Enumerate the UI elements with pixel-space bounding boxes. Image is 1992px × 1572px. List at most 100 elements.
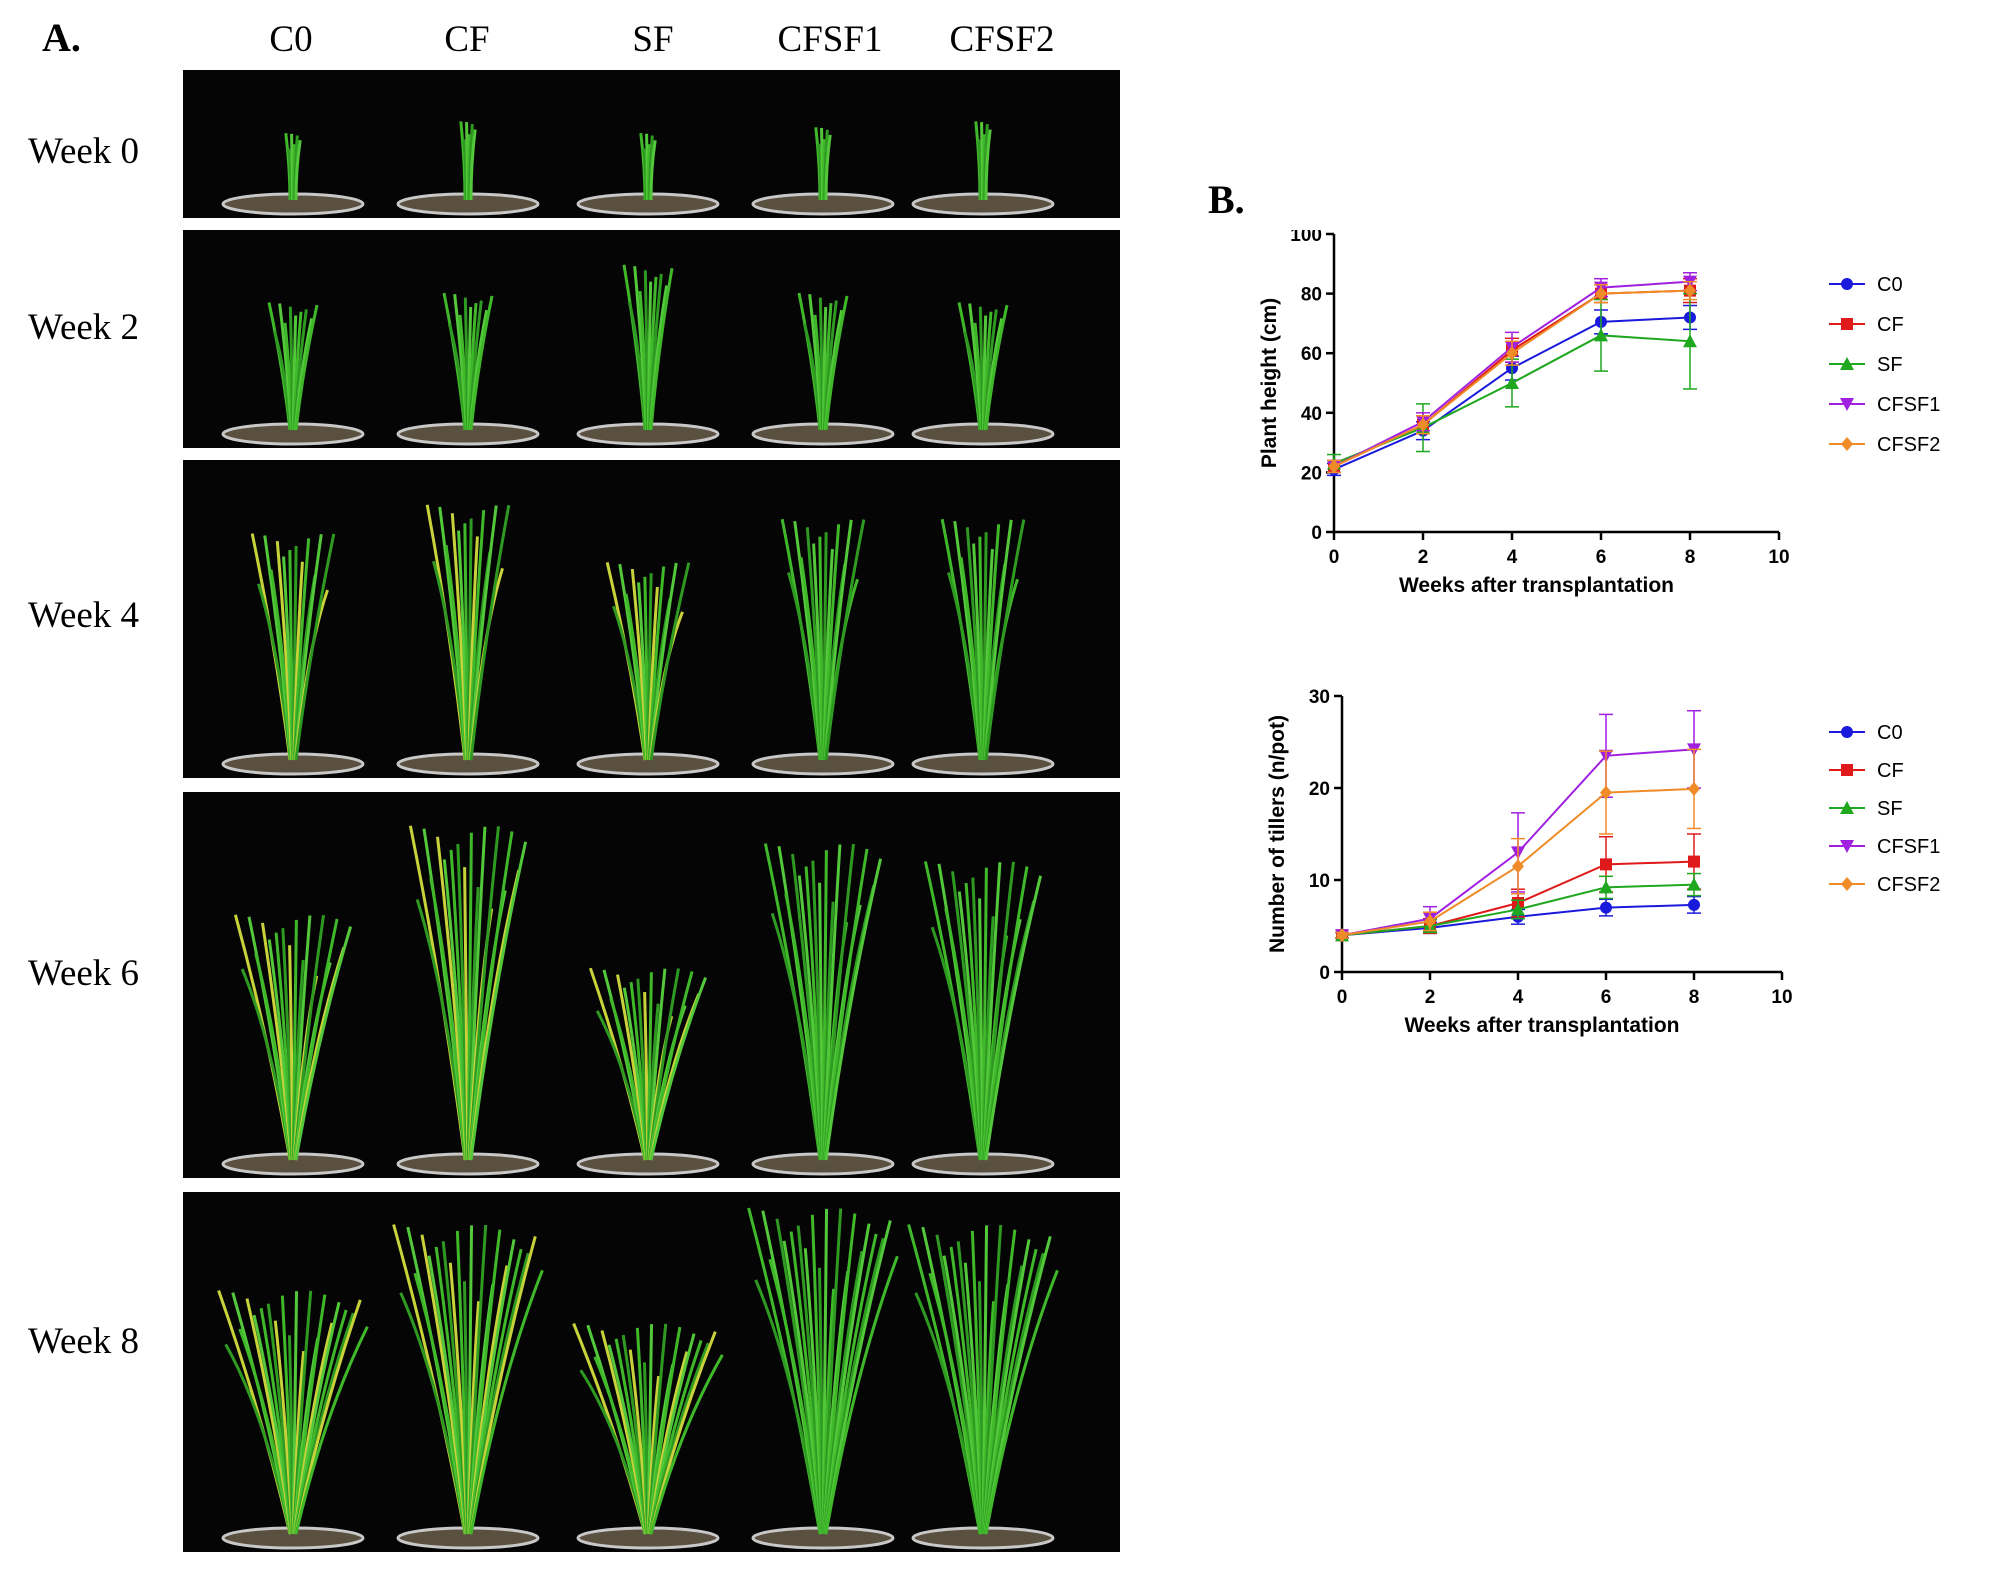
photo-week-8 — [183, 1192, 1120, 1552]
y-tick-label: 10 — [1309, 871, 1330, 892]
data-point — [1600, 785, 1612, 800]
plant-sf — [576, 133, 720, 216]
legend: C0 CF SF CFSF1 CFSF2 — [1829, 722, 1940, 896]
leaf-blade — [984, 1269, 1059, 1535]
x-tick-label: 10 — [1771, 987, 1792, 1008]
y-tick-label: 0 — [1311, 523, 1322, 544]
leaf-blade — [824, 519, 866, 761]
data-point — [1599, 880, 1613, 894]
legend-item-c0: C0 — [1829, 274, 1903, 296]
legend-item-cfsf2: CFSF2 — [1829, 874, 1940, 896]
column-label-cfsf1: CFSF1 — [777, 19, 883, 60]
row-label-week-8: Week 8 — [28, 1321, 140, 1362]
plant-sf — [572, 1322, 724, 1550]
legend-marker — [1841, 278, 1853, 290]
data-point — [1417, 417, 1429, 432]
y-tick-label: 40 — [1301, 404, 1322, 425]
leaf-blade — [469, 129, 477, 201]
plant-cfsf2 — [911, 121, 1055, 216]
legend-marker — [1841, 726, 1853, 738]
photo-week-4 — [183, 460, 1120, 778]
plant-cfsf1 — [751, 843, 895, 1176]
plant-cfsf2 — [911, 302, 1055, 446]
y-tick-label: 80 — [1301, 285, 1322, 306]
legend-item-sf: SF — [1829, 354, 1903, 376]
plant-cfsf1 — [747, 1207, 899, 1550]
leaf-blade — [824, 1255, 899, 1535]
legend-label: CFSF2 — [1877, 434, 1940, 456]
data-point — [1328, 459, 1340, 474]
legend-label: SF — [1877, 798, 1903, 820]
data-point — [1595, 286, 1607, 301]
y-tick-label: 20 — [1309, 779, 1330, 800]
data-point — [1594, 328, 1608, 342]
column-label-cfsf2: CFSF2 — [949, 19, 1055, 60]
plant-c0 — [221, 914, 365, 1176]
plant-c0 — [221, 302, 365, 446]
leaf-blade — [824, 295, 849, 431]
y-tick-label: 30 — [1309, 687, 1330, 708]
plant-cf — [396, 825, 540, 1176]
data-point — [1511, 902, 1525, 916]
plant-c0 — [221, 133, 365, 216]
data-point — [1688, 781, 1700, 796]
plant-c0 — [217, 1290, 369, 1550]
legend-label: CFSF2 — [1877, 874, 1940, 896]
x-tick-label: 8 — [1689, 987, 1700, 1008]
x-axis-label: Weeks after transplantation — [1399, 574, 1674, 597]
y-tick-label: 60 — [1301, 344, 1322, 365]
data-point — [1688, 898, 1700, 911]
leaf-blade — [649, 976, 708, 1161]
x-tick-label: 8 — [1685, 547, 1696, 568]
leaf-blade — [469, 1269, 544, 1535]
data-point — [1506, 346, 1518, 361]
plant-cfsf2 — [911, 518, 1055, 776]
leaf-blade — [824, 858, 883, 1161]
legend-marker — [1841, 318, 1853, 330]
legend-label: SF — [1877, 354, 1903, 376]
plant-cf — [392, 1224, 544, 1550]
legend-item-cf: CF — [1829, 760, 1904, 782]
plant-height-chart: 0 20 40 60 80 100 0 2 4 6 8 10 Weeks after transplan… — [1258, 230, 1940, 597]
plant-cf — [396, 121, 540, 216]
leaf-blade — [984, 519, 1026, 761]
legend-item-cfsf2: CFSF2 — [1829, 434, 1940, 456]
legend-marker — [1840, 840, 1854, 853]
leaf-blade — [649, 268, 674, 431]
plant-cfsf2 — [907, 1224, 1059, 1550]
leaf-blade — [649, 140, 657, 201]
data-point — [1688, 855, 1700, 868]
leaf-blade — [469, 295, 494, 431]
plant-cfsf2 — [911, 861, 1055, 1176]
plant-sf — [576, 264, 720, 446]
y-tick-label: 100 — [1290, 230, 1322, 246]
plant-cfsf1 — [751, 518, 895, 776]
row-label-week-4: Week 4 — [28, 595, 140, 636]
y-axis-label: Number of tillers (n/pot) — [1266, 715, 1289, 953]
row-label-week-6: Week 6 — [28, 953, 140, 994]
leaf-blade — [984, 129, 992, 201]
y-axis-label: Plant height (cm) — [1258, 298, 1281, 468]
column-label-sf: SF — [632, 19, 674, 60]
leaf-blade — [294, 304, 319, 431]
x-tick-label: 4 — [1507, 547, 1518, 568]
leaf-blade — [294, 140, 302, 201]
legend-marker — [1840, 357, 1854, 370]
legend-label: C0 — [1877, 722, 1903, 744]
legend-marker — [1841, 437, 1853, 451]
column-label-cf: CF — [444, 19, 490, 60]
leaf-blade — [294, 533, 336, 761]
plant-cf — [396, 504, 540, 776]
series-cfsf2 — [1335, 748, 1701, 943]
plant-sf — [576, 562, 720, 776]
plant-cfsf1 — [751, 127, 895, 216]
legend-marker — [1840, 398, 1854, 411]
leaf-blade — [984, 875, 1043, 1161]
legend-item-cfsf1: CFSF1 — [1829, 836, 1940, 858]
legend-label: CFSF1 — [1877, 394, 1940, 416]
legend-label: CF — [1877, 760, 1904, 782]
data-point — [1687, 877, 1701, 891]
plant-c0 — [221, 533, 365, 776]
leaf-blade — [294, 926, 353, 1161]
plant-sf — [576, 967, 720, 1176]
